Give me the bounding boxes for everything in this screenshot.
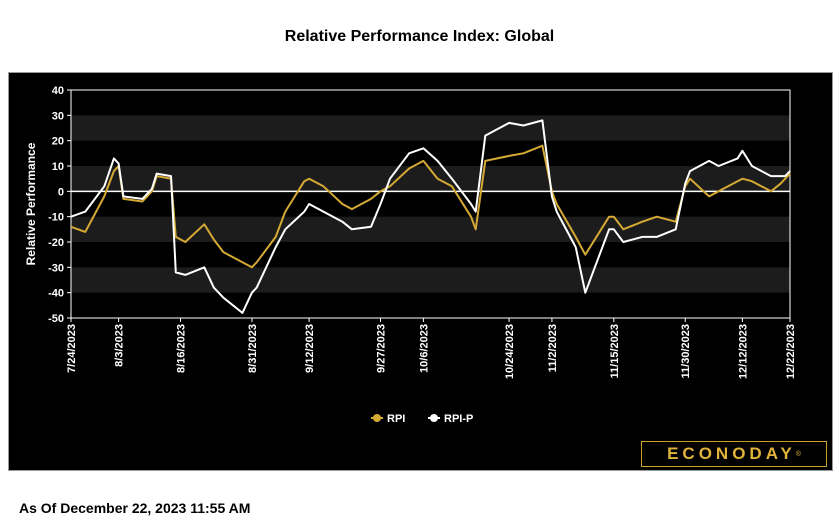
chart-title: Relative Performance Index: Global (284, 28, 555, 45)
y-tick-label: 0 (58, 186, 64, 198)
plot-border (70, 89, 791, 319)
legend-marker (373, 414, 381, 422)
legend-label: RPI-P (444, 413, 473, 425)
y-tick-label: -10 (48, 212, 64, 224)
x-tick-label: 11/2/2023 (547, 324, 559, 372)
as-of-timestamp: As Of December 22, 2023 11:55 AM (19, 500, 251, 516)
x-tick-label: 11/30/2023 (680, 324, 692, 378)
y-tick-label: 30 (52, 110, 64, 122)
x-tick-label: 7/24/2023 (66, 324, 78, 373)
chart-svg: 40 30 20 10 0 -10 -20 -30 -40 -50 Relative Perform… (24, 85, 797, 425)
series-line-rpi (70, 144, 791, 269)
registered-mark: ® (795, 450, 801, 458)
x-tick-label: 8/31/2023 (247, 324, 259, 373)
y-tick-label: -20 (48, 237, 64, 249)
legend-label: RPI (387, 413, 405, 425)
chart-panel: 40 30 20 10 0 -10 -20 -30 -40 -50 Relative Perform… (8, 72, 833, 471)
x-tick-label: 9/12/2023 (304, 324, 316, 373)
y-tick-label: 20 (52, 136, 64, 148)
x-tick-label: 12/12/2023 (737, 324, 749, 379)
y-tick-label: -50 (48, 313, 64, 325)
y-tick-label: -30 (48, 262, 64, 274)
grid-band (71, 115, 790, 141)
series-line-rpi-p (70, 119, 791, 314)
legend-marker (430, 414, 438, 422)
x-tick-label: 10/24/2023 (504, 324, 516, 379)
y-tick-label: -40 (48, 288, 64, 300)
logo-text: ECONODAY (667, 444, 796, 463)
x-tick-label: 8/3/2023 (114, 324, 126, 367)
x-tick-label: 9/27/2023 (376, 324, 388, 373)
econoday-logo[interactable]: ECONODAY ® (641, 441, 827, 467)
x-tick-label: 8/16/2023 (176, 324, 188, 373)
y-axis-label: Relative Performance (24, 142, 38, 265)
x-tick-label: 11/15/2023 (609, 324, 621, 378)
x-tick-label: 10/6/2023 (418, 324, 430, 373)
x-tick-label: 12/22/2023 (785, 324, 797, 379)
y-tick-label: 10 (52, 161, 64, 173)
y-tick-label: 40 (52, 85, 64, 97)
grid-band (71, 267, 790, 293)
